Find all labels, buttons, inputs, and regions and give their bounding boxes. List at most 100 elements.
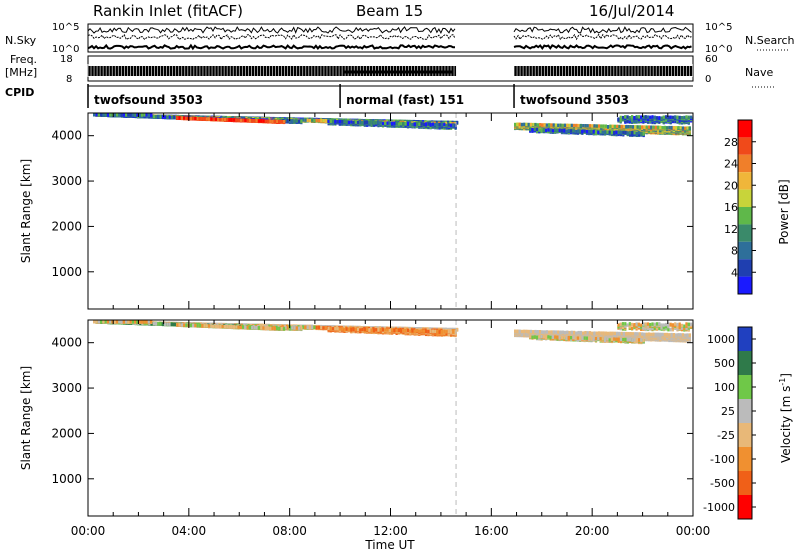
heatmap-cell: [384, 121, 387, 125]
heatmap-cell: [282, 120, 286, 124]
noise-trace-1: [87, 33, 456, 41]
noise-left-tick-top: 10^5: [52, 22, 79, 33]
heatmap-cell: [536, 123, 539, 127]
heatmap-cell: [582, 124, 585, 128]
heatmap-cell: [447, 123, 450, 127]
heatmap-cell: [366, 120, 369, 125]
heatmap-cell: [354, 120, 357, 124]
heatmap-cell: [427, 122, 430, 126]
heatmap-cell: [260, 119, 263, 123]
heatmap-cell: [320, 118, 323, 123]
heatmap-cell: [604, 124, 607, 128]
heatmap-cell: [372, 120, 376, 125]
heatmap-cell: [375, 121, 378, 125]
heatmap-cell: [298, 119, 301, 123]
noise-right-tick-top: 10^5: [705, 22, 732, 33]
heatmap-cell: [232, 118, 236, 122]
noise-right-tick-bottom: 10^0: [705, 44, 732, 55]
freq-right-tick-bottom: 0: [705, 74, 711, 85]
heatmap-cell: [400, 121, 403, 126]
heatmap-cell: [409, 122, 412, 126]
heatmap-cell: [248, 118, 251, 123]
cpid-label: CPID: [5, 86, 34, 99]
heatmap-cell: [214, 117, 217, 121]
heatmap-cell: [377, 121, 380, 125]
heatmap-cell: [420, 122, 423, 126]
heatmap-cell: [253, 119, 256, 123]
noise-traces: [87, 26, 692, 51]
heatmap-cell: [404, 122, 407, 126]
heatmap-cell: [413, 122, 416, 126]
freq-right-tick-top: 60: [705, 54, 718, 65]
heatmap-cell: [552, 123, 555, 127]
noise-trace-2: [87, 43, 455, 51]
heatmap-cell: [313, 118, 316, 122]
heatmap-cell: [545, 123, 548, 127]
heatmap-cell: [155, 115, 158, 119]
heatmap-cell: [345, 120, 348, 124]
heatmap-cell: [625, 124, 628, 129]
date-label: 16/Jul/2014: [589, 2, 674, 20]
heatmap-cell: [168, 115, 171, 119]
heatmap-cell: [164, 115, 167, 119]
heatmap-cell: [332, 119, 335, 124]
heatmap-cell: [588, 124, 592, 128]
heatmap-cell: [435, 120, 438, 124]
heatmap-cell: [368, 120, 371, 125]
noise-left-tick-bottom: 10^0: [52, 44, 79, 55]
station-title: Rankin Inlet (fitACF): [93, 2, 243, 20]
heatmap-cell: [235, 118, 238, 122]
heatmap-cell: [422, 122, 425, 127]
heatmap-cell: [629, 125, 632, 129]
heatmap-cell: [176, 116, 179, 120]
heatmap-cell: [329, 119, 332, 124]
heatmap-cell: [395, 121, 398, 126]
heatmap-cell: [406, 121, 410, 126]
heatmap-cell: [201, 117, 204, 121]
heatmap-cell: [212, 117, 215, 121]
heatmap-cell: [336, 120, 339, 124]
heatmap-cell: [518, 122, 521, 126]
heatmap-cell: [284, 119, 287, 123]
heatmap-cell: [183, 116, 186, 120]
heatmap-cell: [381, 121, 385, 126]
heatmap-cell: [529, 122, 533, 127]
heatmap-cell: [361, 120, 364, 125]
heatmap-cell: [334, 119, 337, 124]
heatmap-cell: [434, 123, 437, 127]
heatmap-cell: [196, 117, 199, 121]
heatmap-cell: [363, 120, 366, 125]
power-panel-bg: [88, 113, 693, 309]
heatmap-cell: [157, 115, 160, 119]
heatmap-cell: [304, 118, 307, 122]
heatmap-cell: [418, 122, 421, 127]
heatmap-cell: [611, 124, 614, 128]
heatmap-cell: [593, 124, 596, 128]
heatmap-cell: [357, 120, 360, 124]
heatmap-cell: [170, 115, 174, 119]
heatmap-cell: [185, 116, 188, 120]
heatmap-cell: [620, 124, 623, 129]
heatmap-cell: [192, 116, 195, 121]
heatmap-cell: [541, 123, 544, 127]
heatmap-cell: [244, 118, 247, 122]
heatmap-cell: [350, 120, 353, 124]
heatmap-cell: [359, 120, 362, 125]
heatmap-cell: [324, 118, 327, 123]
heatmap-cell: [402, 121, 405, 126]
heatmap-cell: [584, 124, 587, 128]
heatmap-cell: [600, 124, 603, 128]
heatmap-cell: [264, 119, 267, 123]
heatmap-cell: [523, 122, 526, 127]
heatmap-cell: [627, 125, 630, 129]
heatmap-cell: [386, 121, 389, 125]
heatmap-cell: [647, 125, 651, 129]
heatmap-cell: [561, 123, 564, 128]
heatmap-cell: [208, 117, 211, 121]
heatmap-cell: [548, 123, 551, 127]
heatmap-cell: [654, 125, 657, 129]
heatmap-cell: [641, 125, 644, 129]
heatmap-cell: [438, 122, 441, 127]
heatmap-cell: [205, 117, 208, 121]
